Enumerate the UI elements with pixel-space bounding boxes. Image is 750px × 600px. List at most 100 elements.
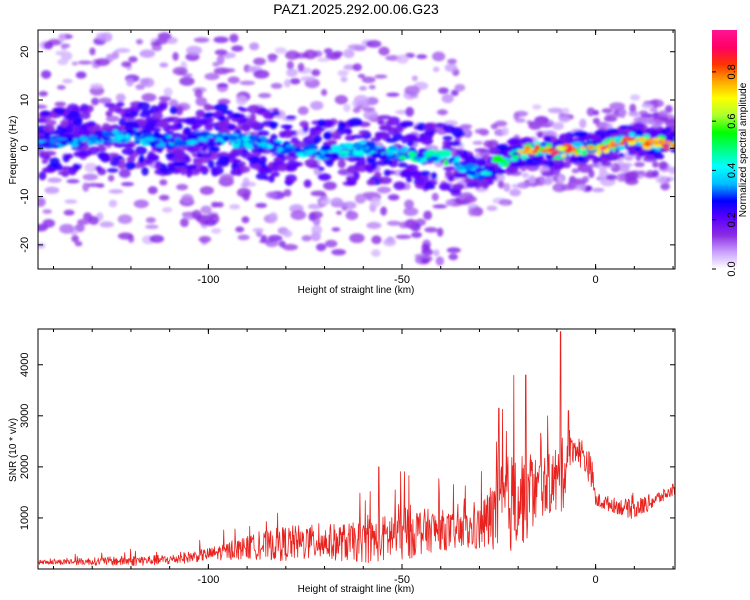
heatmap-cell <box>374 171 382 179</box>
heatmap-cell <box>404 199 414 209</box>
heatmap-cell <box>42 150 57 156</box>
heatmap-cell <box>648 119 665 126</box>
heatmap-cell <box>62 154 70 163</box>
heatmap-cell <box>241 216 250 224</box>
heatmap-cell <box>38 104 48 109</box>
heatmap-cell <box>403 207 419 217</box>
heatmap-cell <box>102 136 110 142</box>
heatmap-cell <box>214 49 228 56</box>
heatmap-cell <box>520 155 527 159</box>
heatmap-cell <box>147 186 158 195</box>
heatmap-cell <box>286 60 294 70</box>
heatmap-cell <box>406 176 413 183</box>
heatmap-cell <box>432 204 448 209</box>
heatmap-cell <box>290 210 307 220</box>
heatmap-cell <box>341 145 348 150</box>
heatmap-hotspot <box>564 149 573 154</box>
spectrogram-y-tick-label: 20 <box>19 46 31 58</box>
snr-x-axis-label: Height of straight line (km) <box>298 584 415 595</box>
heatmap-hotspot <box>517 149 523 154</box>
heatmap-cell <box>294 146 302 153</box>
heatmap-cell <box>42 141 50 148</box>
heatmap-cell <box>520 137 529 144</box>
heatmap-cell <box>125 161 136 171</box>
heatmap-cell <box>432 51 446 62</box>
heatmap-cell <box>574 184 587 191</box>
snr-y-axis-label: SNR (10 * v/v) <box>8 418 19 482</box>
heatmap-cell <box>547 107 564 114</box>
heatmap-cell <box>419 170 431 176</box>
heatmap-cell <box>283 146 294 153</box>
heatmap-cell <box>112 129 119 135</box>
heatmap-cell <box>492 155 504 162</box>
heatmap-cell <box>171 162 185 167</box>
heatmap-cell <box>232 158 242 164</box>
heatmap-cell <box>468 170 476 176</box>
heatmap-cell <box>385 120 395 126</box>
heatmap-cell <box>172 66 188 76</box>
heatmap-cell <box>236 187 252 198</box>
heatmap-cell <box>91 97 100 106</box>
heatmap-cell <box>652 112 660 118</box>
heatmap-cell <box>619 162 633 168</box>
heatmap-cell <box>641 102 654 109</box>
heatmap-cell <box>385 138 398 143</box>
heatmap-cell <box>38 90 48 97</box>
heatmap-cell <box>151 112 163 120</box>
heatmap-cell <box>592 117 601 125</box>
heatmap-cell <box>445 199 454 207</box>
heatmap-cell <box>343 127 352 135</box>
heatmap-cell <box>649 107 658 113</box>
heatmap-cell <box>126 78 134 87</box>
heatmap-cell <box>366 158 377 164</box>
heatmap-cell <box>658 161 668 170</box>
heatmap-cell <box>75 71 87 79</box>
heatmap-cell <box>40 70 52 79</box>
heatmap-cell <box>581 149 588 156</box>
heatmap-cell <box>536 131 544 138</box>
heatmap-cell <box>609 102 626 111</box>
heatmap-cell <box>42 218 56 228</box>
heatmap-cell <box>552 158 562 165</box>
heatmap-cell <box>311 69 321 77</box>
heatmap-cell <box>216 54 225 65</box>
heatmap-cell <box>361 76 376 84</box>
heatmap-cell <box>306 134 314 143</box>
heatmap-cell <box>38 117 47 124</box>
heatmap-cell <box>376 186 392 194</box>
heatmap-cell <box>420 258 430 264</box>
heatmap-cell <box>283 79 291 88</box>
heatmap-cell <box>343 103 351 113</box>
heatmap-cell <box>241 152 254 159</box>
heatmap-cell <box>652 137 662 142</box>
heatmap-cell <box>551 122 564 130</box>
heatmap-cell <box>399 122 414 127</box>
heatmap-cell <box>135 84 146 90</box>
heatmap-cell <box>374 74 388 79</box>
heatmap-cell <box>161 206 173 213</box>
heatmap-cell <box>346 210 355 218</box>
heatmap-cell <box>62 78 73 84</box>
heatmap-cell <box>59 223 75 234</box>
heatmap-cell <box>107 174 115 182</box>
heatmap-cell <box>139 78 150 85</box>
heatmap-cell <box>237 234 250 241</box>
heatmap-cell <box>397 162 408 168</box>
heatmap-cell <box>464 195 477 203</box>
heatmap-cell <box>186 169 193 178</box>
heatmap-cell <box>49 157 60 166</box>
snr-x-tick-label: -50 <box>394 574 410 586</box>
heatmap-hotspot <box>662 143 667 148</box>
heatmap-cell <box>269 147 279 152</box>
heatmap-cell <box>396 54 409 64</box>
heatmap-cell <box>202 144 209 151</box>
colorbar-tick-label: 0.6 <box>726 114 738 129</box>
heatmap-cell <box>273 157 283 163</box>
heatmap-cell <box>194 88 203 98</box>
heatmap-cell <box>670 131 675 138</box>
heatmap-cell <box>599 156 609 164</box>
heatmap-cell <box>310 100 324 111</box>
heatmap-cell <box>334 95 348 105</box>
heatmap-cell <box>197 141 204 147</box>
